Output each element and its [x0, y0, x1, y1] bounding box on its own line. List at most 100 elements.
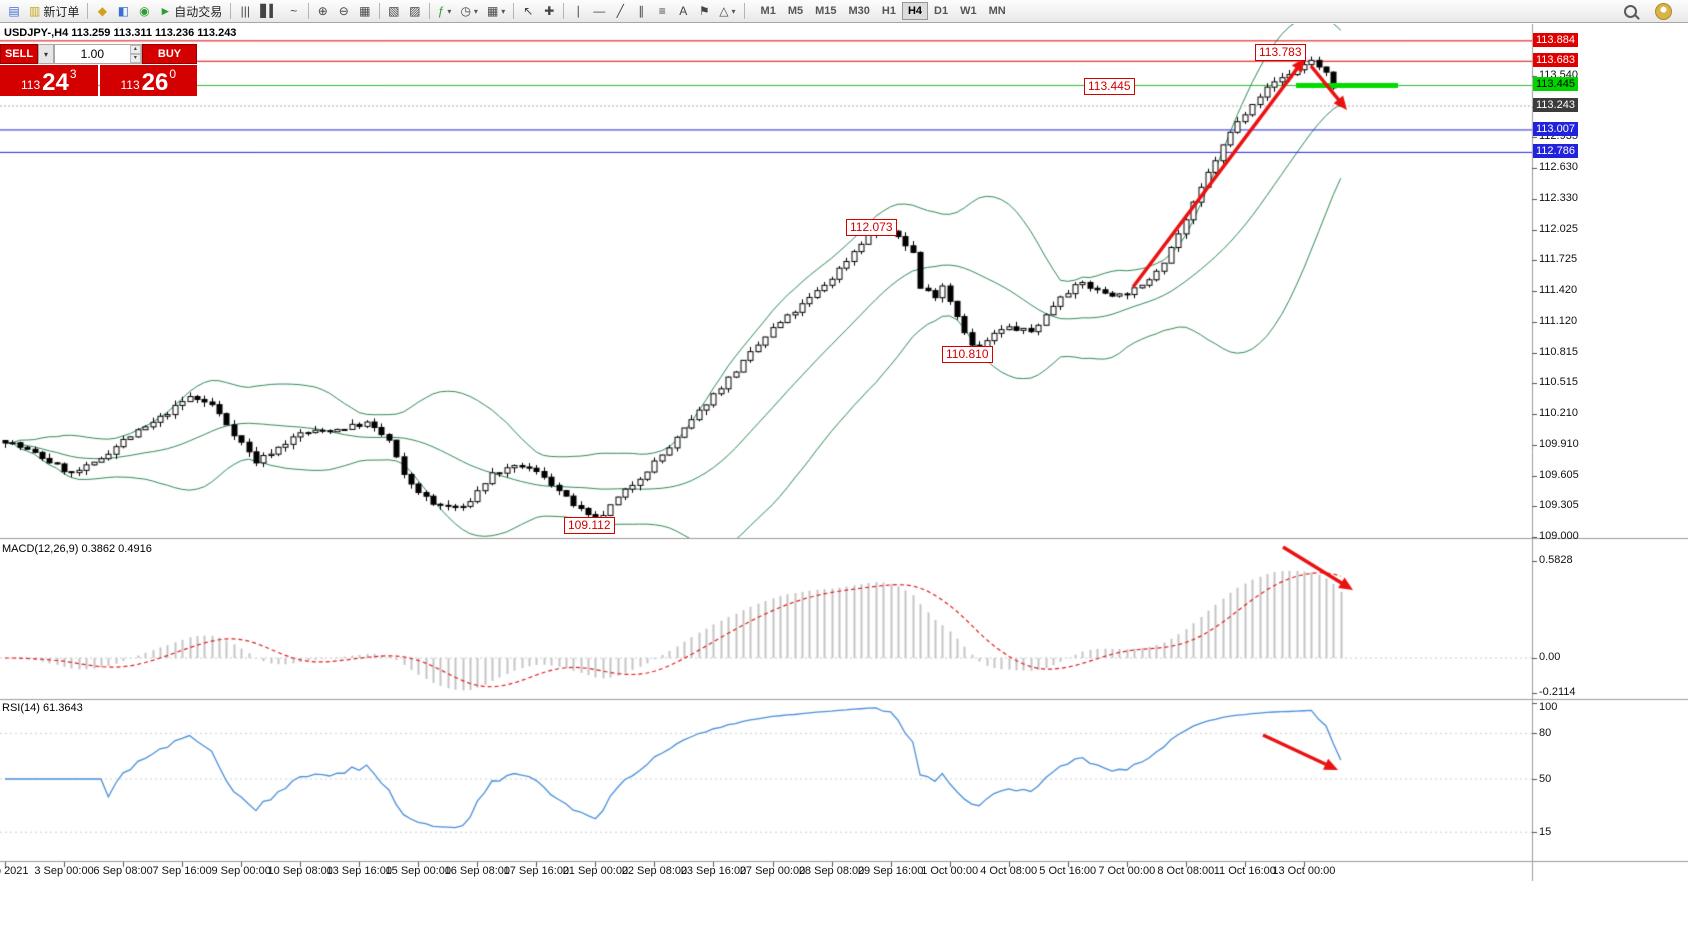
new-order-icon: ▥: [29, 4, 41, 18]
dropdown-caret-icon: ▾: [501, 6, 506, 16]
price-marker: 113.683: [1533, 53, 1578, 68]
timeframe-m1-button[interactable]: M1: [755, 2, 782, 20]
new-chart-button[interactable]: ▤: [4, 1, 24, 21]
search-button[interactable]: [1620, 1, 1641, 21]
shapes-button[interactable]: △ ▾: [715, 1, 739, 21]
templates-icon: ▦: [486, 4, 499, 18]
timeframe-m30-button[interactable]: M30: [843, 2, 876, 20]
vertical-line-button[interactable]: ∣: [568, 1, 588, 21]
refresh-icon: ◉: [139, 4, 150, 18]
tile-windows-button[interactable]: ▦: [355, 1, 375, 21]
time-axis-label: 3 Sep 00:00: [34, 865, 94, 877]
ask-prefix: 113: [120, 78, 140, 92]
auto-trading-label: 自动交易: [174, 4, 223, 19]
vertical-line-icon: ∣: [575, 4, 582, 18]
dropdown-caret-icon: ▾: [473, 6, 478, 16]
timeframe-h1-button[interactable]: H1: [876, 2, 902, 20]
volume-input[interactable]: [55, 45, 130, 63]
scale-tick-label: 111.420: [1539, 284, 1578, 297]
profiles-icon: ◆: [97, 4, 107, 18]
indicators-button[interactable]: ƒ ▾: [434, 1, 456, 21]
timeframe-mn-button[interactable]: MN: [983, 2, 1012, 20]
toolbar-separator: [563, 3, 565, 19]
toolbar-left-group: ▤ ▥ 新订单 ◆ ◧ ◉ ► 自动交易 ||| ▋▍ ~ ⊕ ⊖ ▦ ▧ ▨ ƒ ▾ ◷ ▾ ▦ ▾ ↖ ✚ ∣ ― ╱ ∥ ≡ A ⚑ △…: [4, 1, 748, 21]
scale-tick-label: 110.815: [1539, 345, 1578, 358]
timeframe-d1-button[interactable]: D1: [928, 2, 954, 20]
ask-big-digits: 26: [141, 69, 169, 96]
time-axis[interactable]: Sep 2021 3 Sep 00:006 Sep 08:007 Sep 16:0…: [0, 861, 1532, 881]
volume-down-button[interactable]: ▾: [129, 54, 141, 63]
new-order-button[interactable]: ▥ 新订单: [25, 1, 83, 21]
scale-tick-label: 109.000: [1539, 529, 1579, 542]
zoom-out-button[interactable]: ⊖: [334, 1, 354, 21]
scale-tick-label: 110.515: [1539, 376, 1578, 389]
horizontal-line-button[interactable]: ―: [589, 1, 609, 21]
cursor-button[interactable]: ↖: [518, 1, 538, 21]
candlestick-chart-button[interactable]: ▋▍: [256, 1, 282, 21]
toolbar-separator: [307, 3, 309, 19]
auto-trading-button[interactable]: ► 自动交易: [155, 1, 226, 21]
chart-canvas[interactable]: [0, 24, 1688, 947]
time-axis-label: 13 Sep 16:00: [326, 865, 392, 877]
time-axis-label: 23 Sep 16:00: [680, 865, 747, 877]
scale-tick-label: 110.210: [1539, 407, 1578, 420]
timeframe-m5-button[interactable]: M5: [782, 2, 809, 20]
time-axis-label: 7 Sep 16:00: [152, 865, 212, 877]
price-annotation[interactable]: 113.783: [1255, 44, 1306, 61]
chart-ohlc-title: USDJPY-,H4 113.259 113.311 113.236 113.2…: [4, 27, 237, 39]
scale-tick-label: 111.725: [1539, 253, 1578, 266]
zoom-in-button[interactable]: ⊕: [313, 1, 333, 21]
timeframe-m15-button[interactable]: M15: [809, 2, 842, 20]
new-chart-icon: ▤: [8, 4, 20, 18]
time-axis-label: 29 Sep 16:00: [857, 865, 924, 877]
volume-up-button[interactable]: ▴: [129, 45, 141, 54]
templates-button[interactable]: ▦ ▾: [483, 1, 509, 21]
bid-price[interactable]: 113 24 3: [0, 65, 98, 96]
channel-button[interactable]: ∥: [631, 1, 651, 21]
auto-scroll-button[interactable]: ▧: [384, 1, 404, 21]
price-marker: 113.007: [1533, 121, 1578, 136]
market-watch-button[interactable]: ◧: [113, 1, 133, 21]
bid-prefix: 113: [20, 78, 41, 92]
line-chart-button[interactable]: ~: [284, 1, 304, 21]
time-axis-label: 7 Oct 00:00: [1098, 865, 1156, 877]
timeframe-h4-button[interactable]: H4: [901, 2, 929, 20]
time-axis-label: 8 Oct 08:00: [1157, 865, 1215, 877]
time-axis-label: 4 Oct 08:00: [980, 865, 1038, 877]
toolbar-separator: [87, 3, 89, 19]
shapes-icon: △: [719, 4, 729, 18]
scale-tick-label: 0.00: [1539, 651, 1561, 663]
price-annotation[interactable]: 109.112: [564, 517, 615, 534]
community-button[interactable]: [1651, 1, 1676, 21]
text-button[interactable]: A: [673, 1, 693, 21]
time-axis-label: 5 Oct 16:00: [1039, 865, 1097, 877]
time-axis-label: 21 Sep 00:00: [562, 865, 629, 877]
trendline-button[interactable]: ╱: [610, 1, 630, 21]
horizontal-line-icon: ―: [593, 4, 606, 18]
bar-chart-button[interactable]: |||: [235, 1, 255, 21]
dropdown-caret-icon: ▾: [447, 6, 452, 16]
price-annotation[interactable]: 113.445: [1084, 78, 1135, 95]
refresh-button[interactable]: ◉: [134, 1, 154, 21]
timeframe-w1-button[interactable]: W1: [954, 2, 983, 20]
scale-tick-label: 109.605: [1539, 468, 1579, 481]
price-annotation[interactable]: 112.073: [846, 219, 897, 236]
profiles-button[interactable]: ◆: [92, 1, 112, 21]
ask-price[interactable]: 113 26 0: [99, 65, 197, 96]
timeframe-toolbar: M1 M5 M15 M30 H1 H4 D1 W1 MN: [755, 2, 1012, 20]
price-scale[interactable]: 113.540113.235112.935112.630112.330112.0…: [1532, 24, 1688, 881]
crosshair-button[interactable]: ✚: [539, 1, 559, 21]
price-annotation[interactable]: 110.810: [942, 346, 993, 363]
arrows-tool-button[interactable]: ⚑: [694, 1, 714, 21]
fibonacci-button[interactable]: ≡: [652, 1, 672, 21]
buy-button[interactable]: BUY: [142, 44, 197, 64]
periods-button[interactable]: ◷ ▾: [456, 1, 482, 21]
price-marker: 113.884: [1533, 32, 1578, 47]
time-axis-label: 28 Sep 08:00: [798, 865, 865, 877]
auto-scroll-icon: ▧: [388, 4, 400, 18]
chart-shift-button[interactable]: ▨: [405, 1, 425, 21]
market-watch-icon: ◧: [117, 4, 130, 18]
sell-button[interactable]: SELL: [0, 44, 38, 64]
one-click-menu-button[interactable]: ▾: [38, 44, 54, 64]
